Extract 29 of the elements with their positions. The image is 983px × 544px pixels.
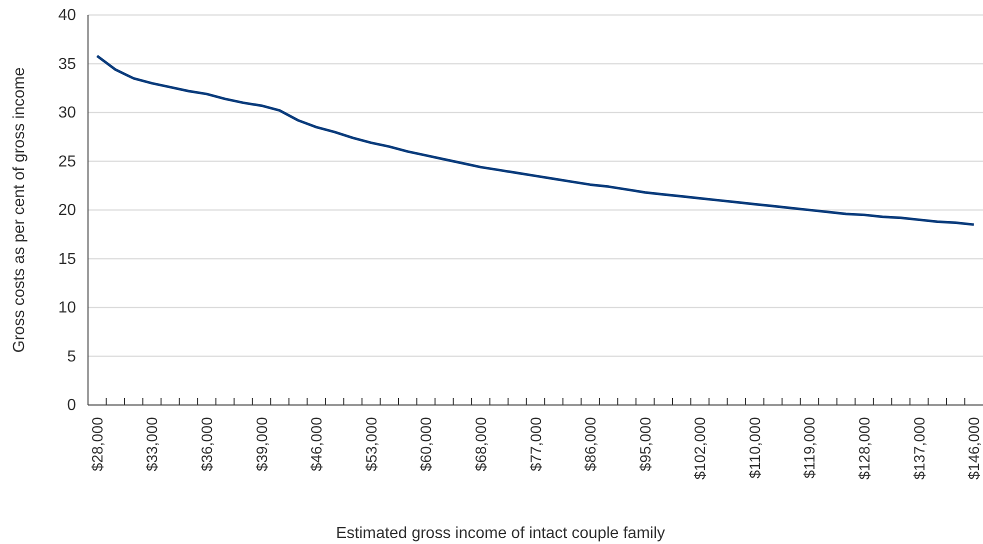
y-tick-label: 15 [58, 250, 76, 268]
x-tick-label: $77,000 [528, 417, 545, 472]
y-tick-label: 20 [58, 202, 76, 220]
x-tick-label: $68,000 [472, 417, 490, 472]
x-axis-title: Estimated gross income of intact couple family [336, 525, 666, 542]
x-tick-label: $60,000 [418, 417, 436, 472]
x-tick-label: $137,000 [911, 417, 928, 480]
y-tick-label: 35 [58, 56, 76, 73]
x-tick-label: $28,000 [89, 417, 106, 472]
y-tick-label: 5 [67, 348, 76, 366]
y-tick-label: 0 [67, 397, 76, 414]
y-tick-label: 25 [58, 153, 76, 170]
x-tick-label: $102,000 [692, 417, 710, 480]
x-tick-label: $39,000 [254, 417, 271, 472]
y-tick-label: 10 [58, 300, 76, 317]
x-tick-label: $110,000 [746, 417, 764, 478]
y-tick-label: 40 [58, 7, 76, 24]
x-tick-label: $33,000 [144, 417, 162, 472]
x-tick-label: $36,000 [198, 417, 216, 472]
line-series [96, 54, 976, 226]
y-axis-title: Gross costs as per cent of gross income [11, 67, 28, 353]
y-tick-label: 30 [58, 104, 76, 122]
x-tick-label: $146,000 [966, 417, 983, 480]
x-tick-label: $95,000 [637, 417, 654, 472]
x-tick-label: $128,000 [856, 417, 874, 480]
x-tick-label: $46,000 [308, 417, 326, 472]
x-tick-label: $86,000 [582, 417, 600, 472]
x-tick-label: $53,000 [363, 417, 380, 472]
x-tick-label: $119,000 [802, 417, 819, 478]
